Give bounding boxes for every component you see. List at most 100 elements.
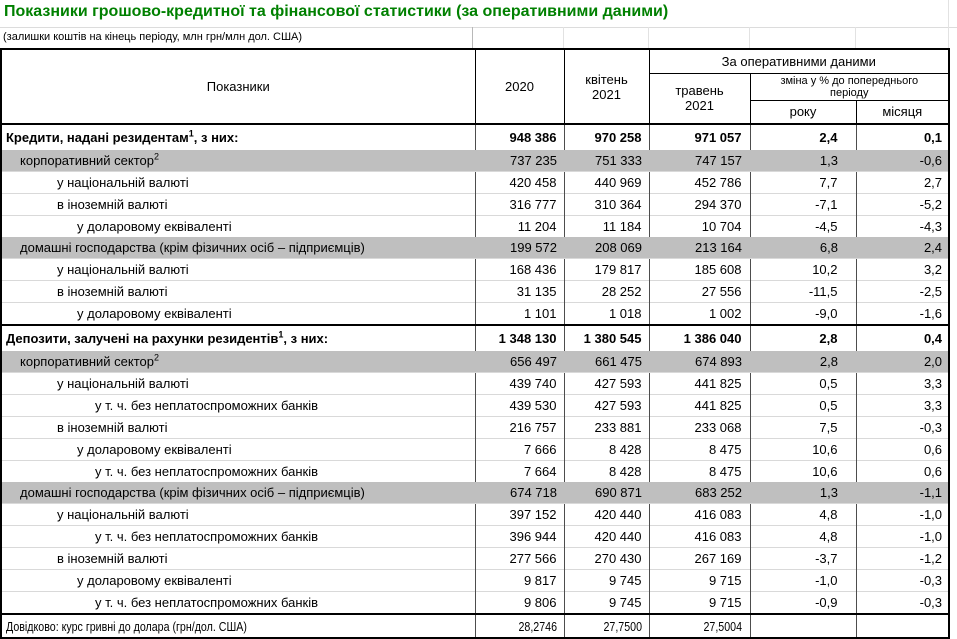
gridline <box>472 27 473 48</box>
cell-value: -0,9 <box>749 591 856 614</box>
table-row: в іноземній валюті 31 135 28 252 27 556 -11,… <box>1 280 950 303</box>
row-label: Кредити, надані резидентам1, з них: <box>1 123 475 150</box>
cell-value: 216 757 <box>474 416 564 439</box>
row-label: у національній валюті <box>1 171 475 194</box>
table-row: Депозити, залучені на рахунки резидентів… <box>1 324 950 351</box>
cell-value: -1,2 <box>855 547 950 570</box>
cell-value: 8 428 <box>563 460 649 482</box>
cell-value: 0,5 <box>749 372 856 395</box>
cell-value: 0,6 <box>855 460 950 482</box>
cell-value: 3,2 <box>855 258 950 281</box>
cell-value: 4,8 <box>749 525 856 548</box>
cell-value: 27,5004 <box>648 613 750 638</box>
table-row: корпоративний сектор2 737 235 751 333 747 1… <box>1 150 950 172</box>
cell-value: 396 944 <box>474 525 564 548</box>
cell-value: 185 608 <box>648 258 750 281</box>
table-row: у національній валюті 420 458 440 969 452 7… <box>1 171 950 194</box>
cell-value: 2,0 <box>856 351 950 373</box>
cell-value: -1,0 <box>749 569 856 592</box>
cell-value: 690 871 <box>564 482 649 504</box>
cell-value: -1,0 <box>855 525 950 548</box>
header-may-line2: 2021 <box>685 98 714 114</box>
row-label: корпоративний сектор2 <box>1 150 475 172</box>
cell-value: 420 440 <box>563 525 649 548</box>
cell-value: 2,4 <box>856 237 950 259</box>
cell-value: 1,3 <box>750 482 856 504</box>
cell-value: 310 364 <box>563 193 649 216</box>
table-row: у т. ч. без неплатоспроможних банків 7 66… <box>1 460 950 482</box>
cell-value: 277 566 <box>474 547 564 570</box>
header-change-pct: зміна у % до попереднього періоду <box>749 72 950 101</box>
cell-value: 9 806 <box>474 591 564 614</box>
cell-value: 27,7500 <box>563 613 649 638</box>
cell-value: 6,8 <box>750 237 856 259</box>
table-body: Кредити, надані резидентам1, з них: 948 3… <box>1 123 950 638</box>
cell-value: -7,1 <box>749 193 856 216</box>
cell-value: 2,8 <box>749 324 856 351</box>
cell-value: 9 817 <box>474 569 564 592</box>
cell-value: 1 101 <box>474 302 564 325</box>
cell-value: 441 825 <box>648 372 750 395</box>
cell-value: 4,8 <box>749 503 856 526</box>
cell-value: 439 530 <box>474 394 564 417</box>
header-april-line1: квітень <box>585 71 628 87</box>
row-label: в іноземній валюті <box>1 280 475 303</box>
cell-value: 1 002 <box>648 302 750 325</box>
table-row: у національній валюті 439 740 427 593 441 8… <box>1 372 950 395</box>
table-row: у доларовому еквіваленті 7 666 8 428 8 475 1… <box>1 438 950 461</box>
cell-value: 674 718 <box>475 482 564 504</box>
row-label: у т. ч. без неплатоспроможних банків <box>1 460 475 482</box>
cell-value: 10,2 <box>749 258 856 281</box>
gridline <box>948 0 949 48</box>
cell-value: 233 068 <box>648 416 750 439</box>
page-title: Показники грошово-кредитної та фінансово… <box>4 3 669 20</box>
cell-value: 9 715 <box>648 591 750 614</box>
cell-value: 656 497 <box>475 351 564 373</box>
table-row: домашні господарства (крім фізичних осіб… <box>1 482 950 504</box>
cell-value: 8 475 <box>648 460 750 482</box>
cell-value: 420 458 <box>474 171 564 194</box>
table-row: в іноземній валюті 277 566 270 430 267 169-… <box>1 547 950 570</box>
cell-value: -4,5 <box>749 215 856 237</box>
cell-value: 270 430 <box>563 547 649 570</box>
cell-value: 440 969 <box>563 171 649 194</box>
row-label: домашні господарства (крім фізичних осіб… <box>1 482 475 504</box>
header-may-2021: травень 2021 <box>648 72 751 125</box>
header-april-line2: 2021 <box>592 86 621 102</box>
gridline <box>648 27 649 48</box>
row-label: в іноземній валюті <box>1 547 475 570</box>
statistics-table: Показники 2020 квітень 2021 За оперативн… <box>0 48 951 639</box>
table-row: у доларовому еквіваленті 11 204 11 184 10 7… <box>1 215 950 237</box>
table-row: у доларовому еквіваленті 9 817 9 745 9 715-… <box>1 569 950 592</box>
table-row: Довідково: курс гривні до долара (грн/до… <box>1 613 950 638</box>
cell-value: 27 556 <box>648 280 750 303</box>
cell-value: 416 083 <box>648 525 750 548</box>
cell-value: -3,7 <box>749 547 856 570</box>
page-subtitle: (залишки коштів на кінець періоду, млн г… <box>3 31 303 43</box>
row-label: у доларовому еквіваленті <box>1 438 475 461</box>
header-month: місяця <box>855 99 950 125</box>
table-row: у т. ч. без неплатоспроможних банків 439 … <box>1 394 950 417</box>
row-label: у доларовому еквіваленті <box>1 215 475 237</box>
table-row: Кредити, надані резидентам1, з них: 948 3… <box>1 123 950 150</box>
cell-value: 737 235 <box>475 150 564 172</box>
cell-value: 316 777 <box>474 193 564 216</box>
cell-value: 199 572 <box>475 237 564 259</box>
cell-value: 2,7 <box>855 171 950 194</box>
cell-value: 948 386 <box>474 123 564 150</box>
row-label: у т. ч. без неплатоспроможних банків <box>1 525 475 548</box>
row-label: Депозити, залучені на рахунки резидентів… <box>1 324 475 351</box>
cell-value: -1,0 <box>855 503 950 526</box>
cell-value: 8 428 <box>563 438 649 461</box>
cell-value: 1 386 040 <box>648 324 750 351</box>
cell-value: 970 258 <box>563 123 649 150</box>
cell-value: -0,3 <box>855 591 950 614</box>
table-header: Показники 2020 квітень 2021 За оперативн… <box>0 48 950 125</box>
cell-value: 971 057 <box>648 123 750 150</box>
header-year: року <box>749 99 857 125</box>
cell-value: 7,5 <box>749 416 856 439</box>
cell-value: 7,7 <box>749 171 856 194</box>
cell-value: -0,3 <box>855 569 950 592</box>
table-row: у доларовому еквіваленті 1 101 1 018 1 002-… <box>1 302 950 325</box>
row-label: в іноземній валюті <box>1 193 475 216</box>
